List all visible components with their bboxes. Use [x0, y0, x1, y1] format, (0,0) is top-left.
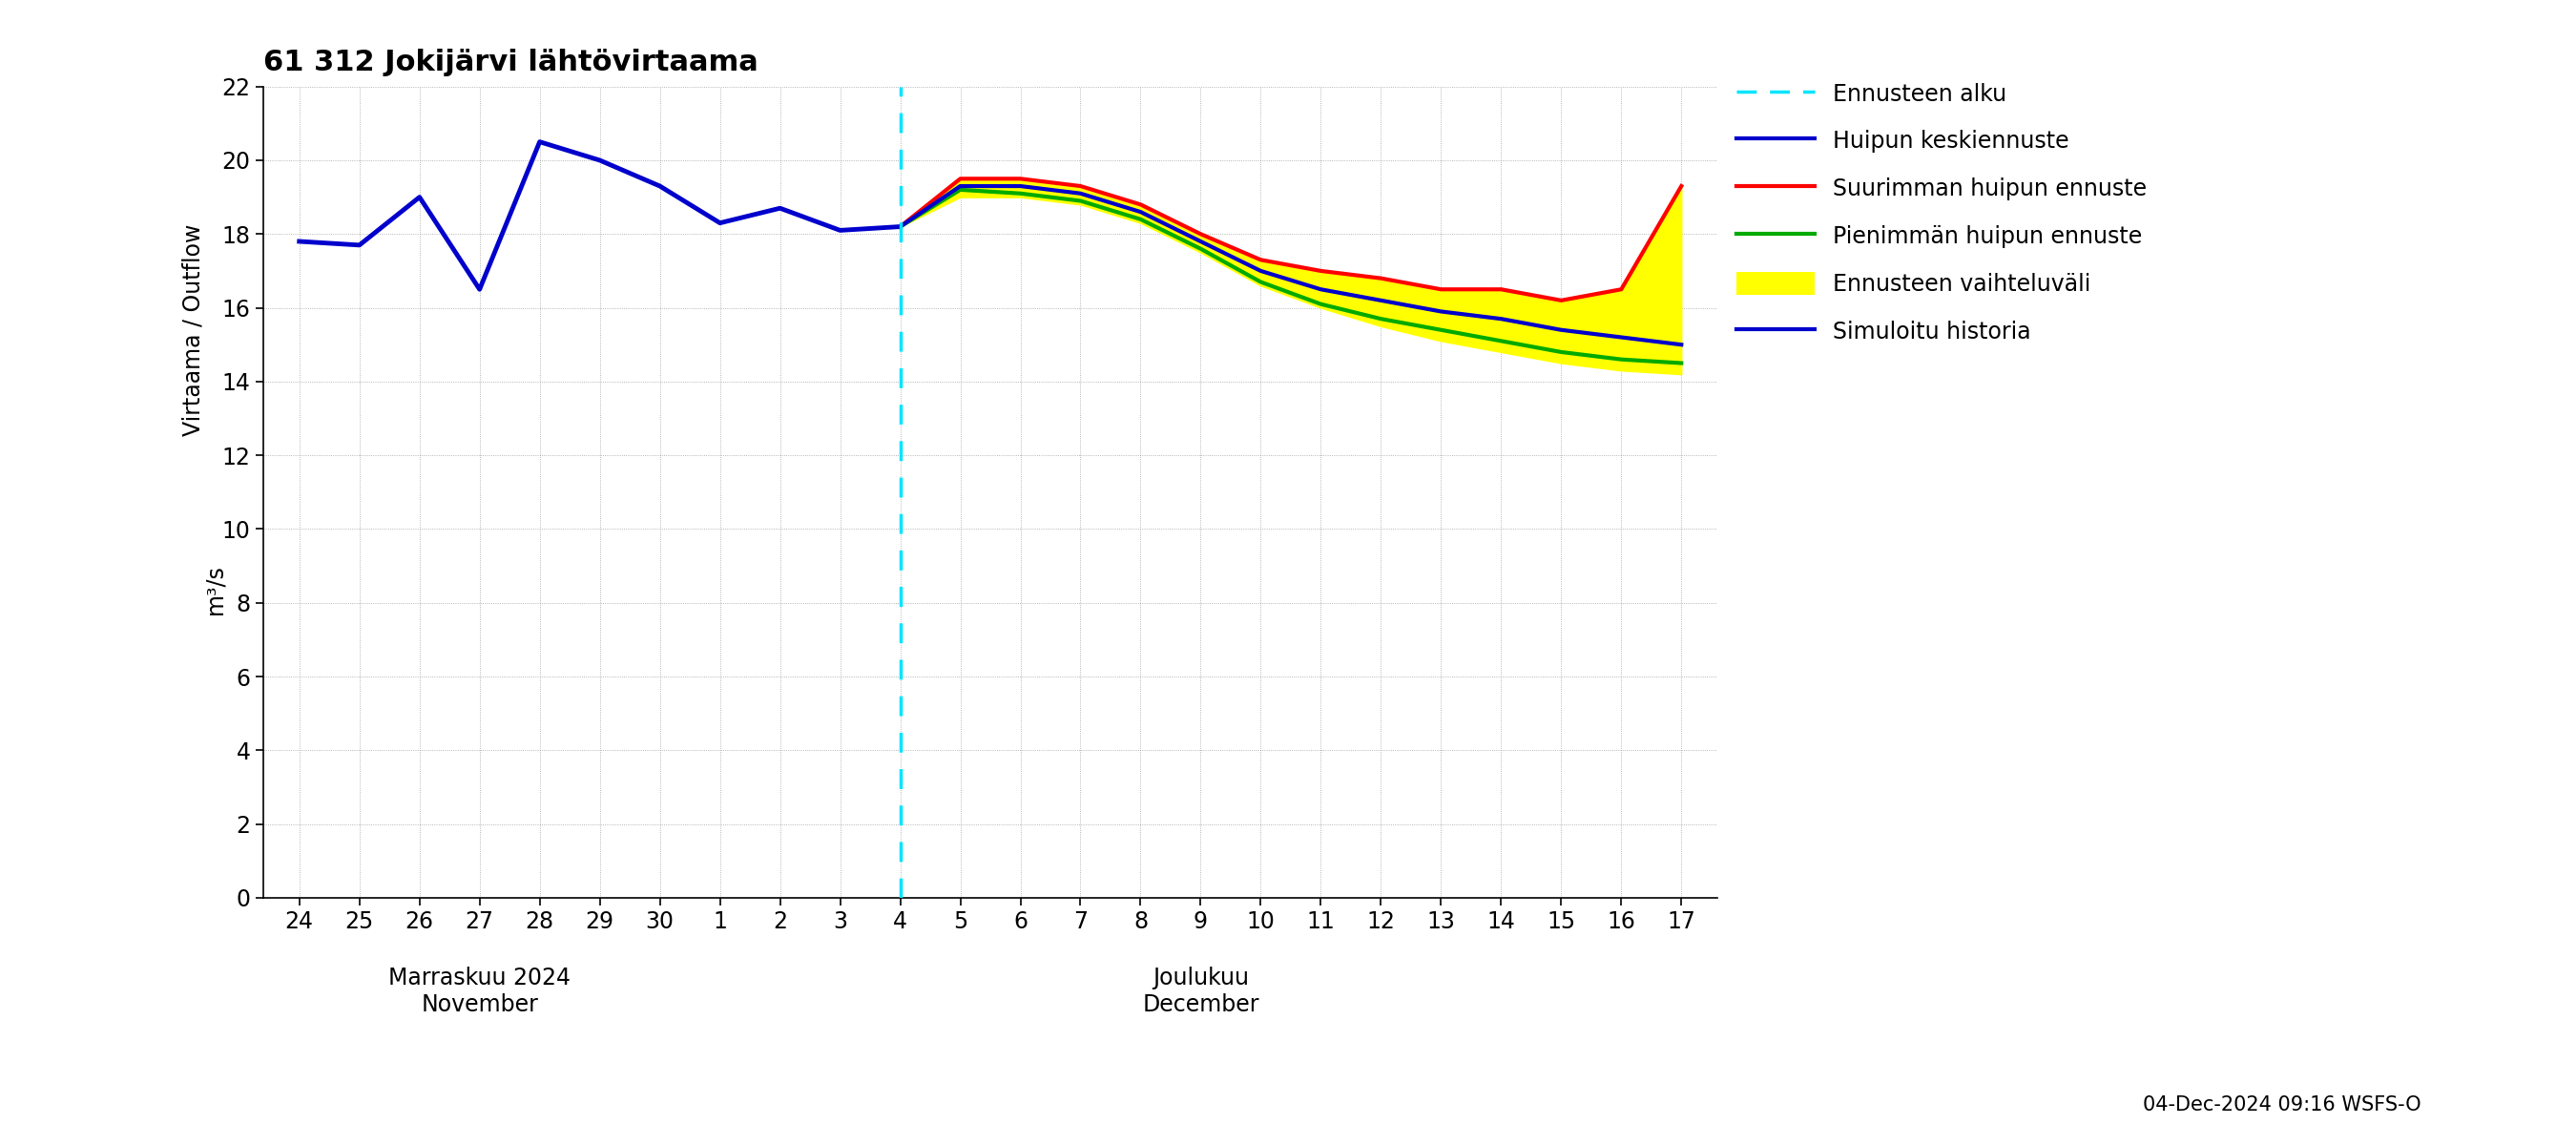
Text: Joulukuu
December: Joulukuu December: [1141, 966, 1260, 1017]
Text: 04-Dec-2024 09:16 WSFS-O: 04-Dec-2024 09:16 WSFS-O: [2143, 1096, 2421, 1114]
Text: m³/s: m³/s: [204, 564, 227, 615]
Text: 61 312 Jokijärvi lähtövirtaama: 61 312 Jokijärvi lähtövirtaama: [263, 48, 757, 77]
Text: Virtaama / Outflow: Virtaama / Outflow: [183, 223, 206, 436]
Text: Marraskuu 2024
November: Marraskuu 2024 November: [389, 966, 572, 1017]
Legend: Ennusteen alku, Huipun keskiennuste, Suurimman huipun ennuste, Pienimmän huipun : Ennusteen alku, Huipun keskiennuste, Suu…: [1736, 81, 2146, 343]
